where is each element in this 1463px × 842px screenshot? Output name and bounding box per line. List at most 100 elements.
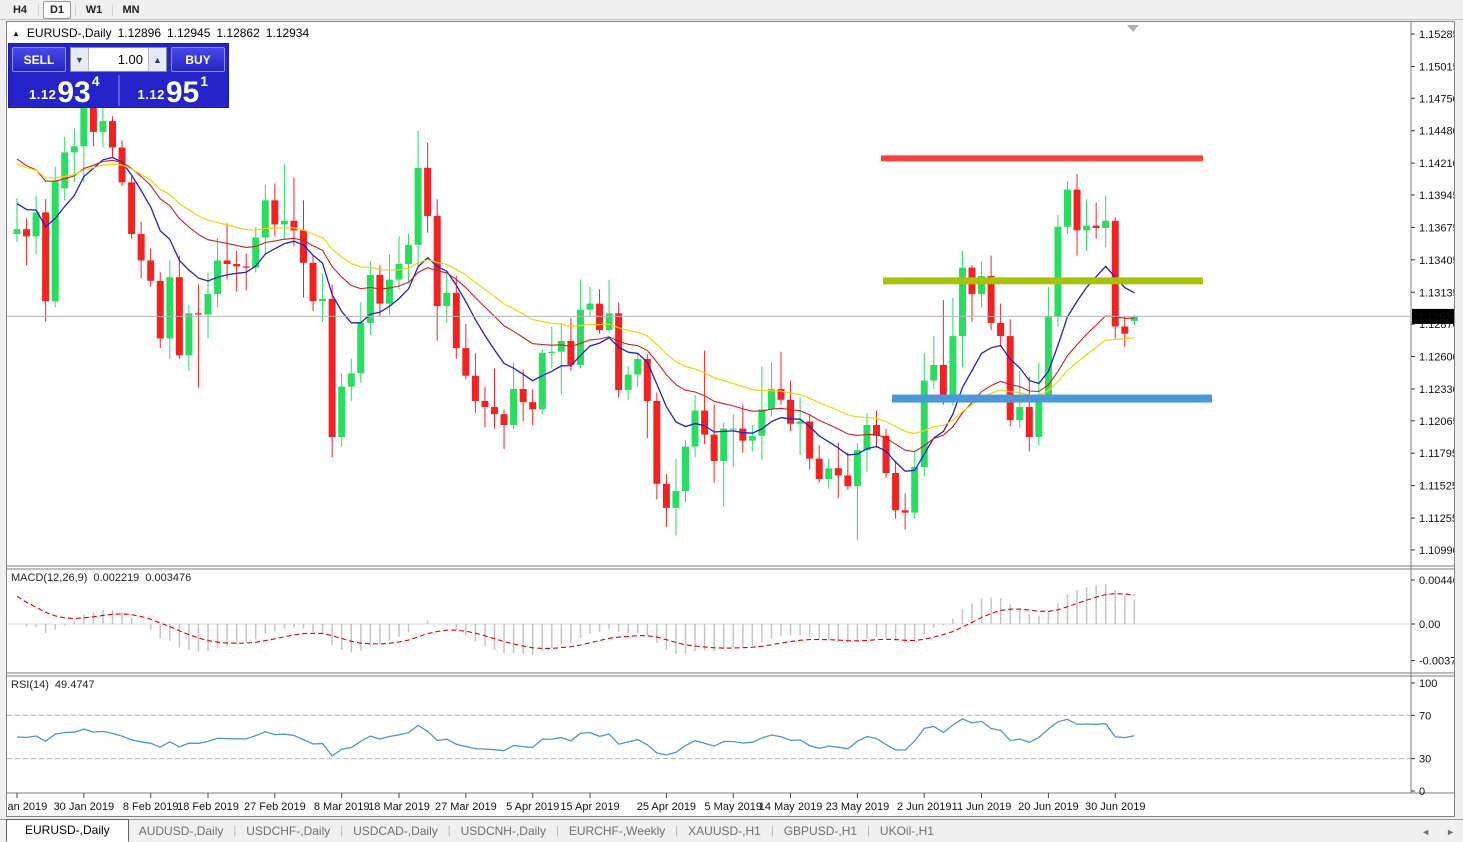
candle-body	[357, 322, 365, 374]
chart-tab-ukoil[interactable]: UKOil-,H1	[879, 824, 934, 838]
date-axis-label: 8 Mar 2019	[314, 801, 370, 813]
candle-body	[815, 458, 823, 480]
resistance-ray-olive	[883, 277, 1203, 285]
candle-body	[309, 262, 317, 302]
date-axis-label: 5 Apr 2019	[506, 801, 559, 813]
candle-body	[471, 375, 479, 401]
candle-body	[13, 229, 21, 234]
sell-price-display[interactable]: 1.12 93 4	[12, 73, 117, 109]
price-axis-label: 1.11255	[1419, 513, 1454, 525]
tab-separator: |	[447, 825, 451, 837]
chart-tab-usdcad[interactable]: USDCAD-,Daily	[353, 824, 438, 838]
price-chart-canvas[interactable]: 1.15285 1.15015 1.14750 1.14480 1.14210 1.139…	[7, 22, 1454, 816]
date-axis-label: 27 Feb 2019	[244, 801, 306, 813]
candle-body	[61, 152, 69, 189]
candle-body	[70, 146, 78, 153]
price-axis-label: 1.12330	[1419, 384, 1454, 396]
candle-body	[424, 167, 432, 216]
candle-body	[1025, 406, 1033, 438]
candle-body	[347, 373, 355, 387]
tab-scroll-left-icon[interactable]: ◄	[1421, 827, 1431, 837]
candle-body	[873, 424, 880, 436]
chart-tab-usdchf[interactable]: USDCHF-,Daily	[246, 824, 331, 838]
candle-body	[892, 473, 900, 511]
buy-button[interactable]: BUY	[171, 47, 225, 72]
candle-body	[491, 406, 498, 415]
timeframe-button-mn[interactable]: MN	[122, 3, 140, 16]
date-axis-label: 2 Jun 2019	[897, 801, 951, 813]
candle-body	[500, 414, 508, 425]
price-axis-label: 1.13135	[1419, 287, 1454, 299]
candle-body	[185, 313, 193, 356]
candle-body	[605, 313, 613, 331]
candle-body	[252, 237, 260, 268]
candle-body	[233, 264, 241, 267]
candle-body	[844, 475, 852, 487]
timeframe-button-h4[interactable]: H4	[12, 3, 28, 16]
rsi-pane-label: RSI(14) 49.4747	[11, 679, 95, 691]
candle-body	[557, 340, 565, 352]
tab-separator: |	[340, 825, 344, 837]
timeframe-button-d1[interactable]: D1	[43, 0, 71, 19]
candle-body	[682, 446, 689, 492]
chart-tab-xauusd[interactable]: XAUUSD-,H1	[688, 824, 761, 838]
candle-body	[834, 468, 842, 476]
support-ray-blue	[892, 394, 1212, 403]
timeframe-button-w1[interactable]: W1	[85, 3, 103, 16]
chart-tab-audusd[interactable]: AUDUSD-,Daily	[138, 824, 224, 838]
volume-increase-icon[interactable]: ▲	[148, 48, 166, 71]
price-axis-label: 1.11525	[1419, 481, 1454, 493]
candle-body	[89, 91, 97, 132]
date-axis-label: 27 Mar 2019	[435, 801, 497, 813]
date-axis-label: 11 Jun 2019	[952, 801, 1012, 813]
candle-body	[328, 298, 336, 438]
sell-button[interactable]: SELL	[12, 47, 66, 72]
medium-ma-line	[16, 158, 1135, 453]
candle-body	[538, 352, 546, 410]
candle-body	[1016, 406, 1024, 421]
candles-layer	[13, 50, 1138, 541]
candle-body	[882, 435, 890, 474]
candle-body	[997, 322, 1005, 337]
candle-body	[194, 313, 202, 315]
candle-body	[109, 121, 116, 148]
volume-decrease-icon[interactable]: ▼	[71, 48, 89, 71]
candle-body	[156, 280, 164, 339]
chart-tab-eurchf[interactable]: EURCHF-,Weekly	[568, 824, 666, 838]
buy-price-display[interactable]: 1.12 95 1	[121, 73, 226, 108]
candle-body	[137, 233, 145, 261]
date-axis-label: 18 Mar 2019	[368, 801, 430, 813]
tab-separator: |	[555, 825, 559, 837]
candle-body	[548, 351, 556, 353]
rsi-axis-label: 30	[1419, 754, 1431, 766]
candle-body	[634, 358, 642, 375]
sell-price-big: 93	[57, 76, 91, 109]
chart-tab-eurusd[interactable]: EURUSD-,Daily	[6, 819, 129, 842]
candle-body	[796, 421, 804, 424]
price-axis-label: 1.12065	[1419, 416, 1454, 428]
candle-body	[1054, 226, 1062, 317]
candle-body	[443, 292, 451, 307]
chart-tab-usdcnh[interactable]: USDCNH-,Daily	[460, 824, 546, 838]
date-axis-label: 30 Jan 2019	[54, 801, 115, 813]
volume-input[interactable]: 1.00	[117, 52, 143, 67]
candle-body	[1064, 189, 1071, 227]
tab-separator: |	[675, 825, 679, 837]
collapse-panel-icon[interactable]: ▲	[12, 28, 20, 38]
price-axis-label: 1.14210	[1419, 158, 1454, 170]
price-divider	[117, 75, 120, 106]
candle-body	[987, 276, 995, 323]
chart-tab-gbpusd[interactable]: GBPUSD-,H1	[783, 824, 858, 838]
price-axis-label: 1.14750	[1419, 93, 1454, 105]
candle-body	[223, 260, 231, 265]
candle-body	[978, 276, 986, 295]
price-axis-label: 1.11795	[1419, 448, 1454, 460]
candle-body	[939, 364, 947, 403]
candle-body	[23, 229, 31, 237]
date-axis-label: 23 May 2019	[826, 801, 890, 813]
tab-scroll-right-icon[interactable]: ►	[1446, 827, 1455, 837]
tab-scroll-controls: ◄ ►	[1421, 827, 1455, 837]
candle-body	[949, 336, 957, 403]
candle-body	[462, 348, 470, 376]
